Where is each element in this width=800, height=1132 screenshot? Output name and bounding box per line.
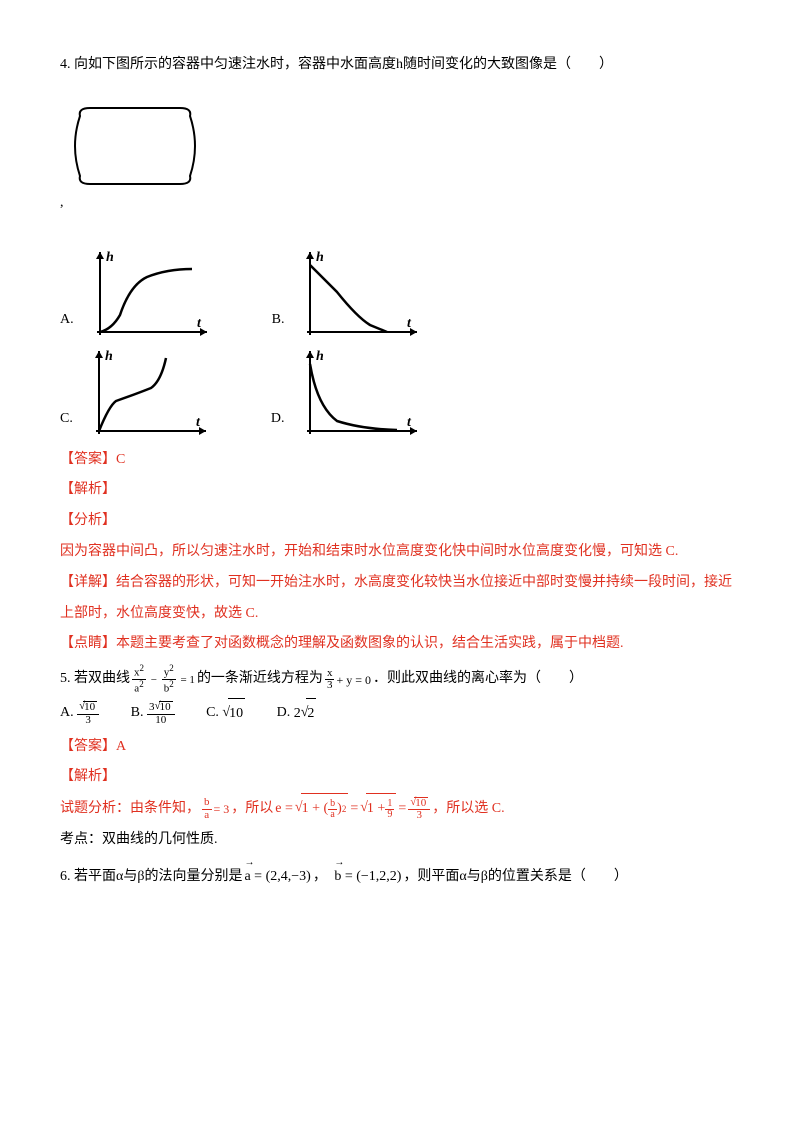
q5-opt-d: D. 2√2 [277, 698, 317, 730]
q5-opt-c: C. √10 [206, 698, 245, 730]
graph-b-icon: h t [292, 247, 422, 342]
graph-d-icon: h t [292, 346, 422, 441]
q5-jiexi: 【解析】 [60, 762, 740, 793]
q4-jiexi: 【解析】 [60, 475, 740, 506]
graph-a-icon: h t [82, 247, 212, 342]
q5-opt-b: B. 3√1010 [131, 698, 175, 729]
q5-opt-a: A. √103 [60, 698, 99, 729]
svg-text:h: h [105, 349, 113, 364]
q5-stem: 5. 若双曲线 x2a2 − y2b2 = 1 的一条渐近线方程为 x3 + y… [60, 664, 740, 695]
opt-d-label: D. [271, 404, 285, 435]
q4-dianjing: 【点睛】本题主要考查了对函数概念的理解及函数图象的认识，结合生活实践，属于中档题… [60, 629, 740, 660]
q5-answer: 【答案】A [60, 732, 740, 763]
q4-stem: 4. 向如下图所示的容器中匀速注水时，容器中水面高度h随时间变化的大致图像是（ … [60, 50, 740, 81]
q4-answer: 【答案】C [60, 445, 740, 476]
q4-detail: 【详解】结合容器的形状，可知一开始注水时，水高度变化较快当水位接近中部时变慢并持… [60, 568, 740, 630]
q5-kaodian: 考点：双曲线的几何性质. [60, 825, 740, 856]
opt-c-label: C. [60, 404, 73, 435]
q5-options: A. √103 B. 3√1010 C. √10 D. 2√2 [60, 698, 740, 730]
q5-analysis: 试题分析：由条件知， ba = 3 ，所以 e = √1 + (ba)2 = √… [60, 793, 740, 825]
svg-text:h: h [316, 250, 324, 265]
option-row-ab: A. h t B. h t [60, 247, 740, 342]
svg-text:h: h [316, 349, 324, 364]
graph-c-icon: h t [81, 346, 211, 441]
container-figure: , [60, 96, 740, 227]
q4-fenxi-body: 因为容器中间凸，所以匀速注水时，开始和结束时水位高度变化快中间时水位高度变化慢，… [60, 537, 740, 568]
opt-a-label: A. [60, 305, 74, 336]
opt-b-label: B. [272, 305, 285, 336]
q6-stem: 6. 若平面α与β的法向量分别是 → a = (2,4,−3) ， → b = … [60, 862, 740, 893]
option-row-cd: C. h t D. h t [60, 346, 740, 441]
q4-fenxi-label: 【分析】 [60, 506, 740, 537]
svg-text:h: h [106, 250, 114, 265]
